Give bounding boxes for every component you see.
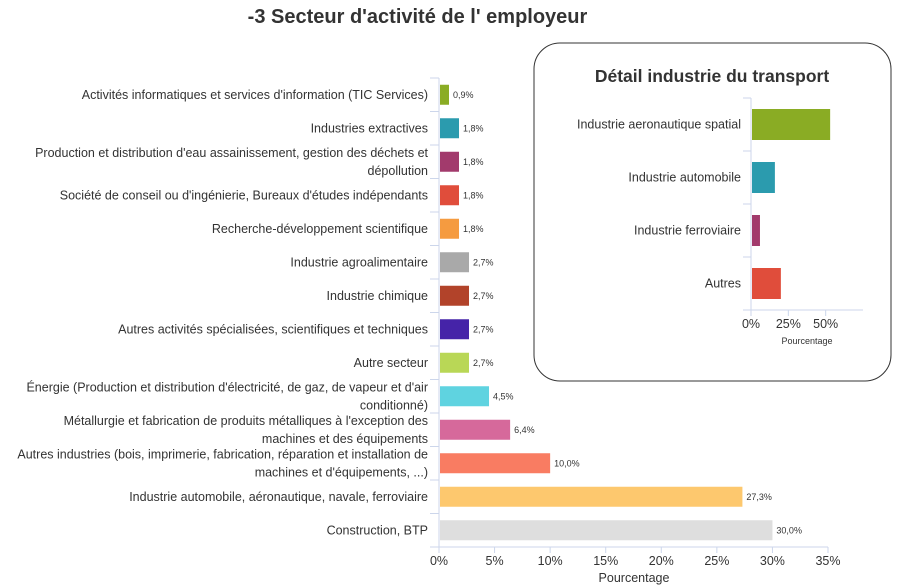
main-category-labels: Activités informatiques et services d'in… — [17, 88, 428, 538]
main-category-label: dépollution — [368, 164, 429, 178]
main-x-tick-label: 30% — [760, 554, 785, 568]
main-bars-group — [440, 84, 773, 541]
main-bar — [440, 252, 470, 273]
main-value-label: 10,0% — [554, 458, 580, 468]
main-category-label: Industrie agroalimentaire — [290, 255, 428, 269]
main-bar — [440, 218, 460, 239]
main-bar — [440, 84, 450, 105]
main-value-label: 1,8% — [463, 224, 484, 234]
main-bar — [440, 285, 470, 306]
chart-title: -3 Secteur d'activité de l' employeur — [247, 6, 588, 28]
main-x-tick-label: 20% — [649, 554, 674, 568]
main-x-tick-label: 10% — [538, 554, 563, 568]
inset-category-label: Autres — [705, 277, 741, 291]
inset-x-ticks: 0% 25% 50% — [742, 310, 838, 331]
inset-category-labels: Industrie aeronautique spatial Industrie … — [577, 118, 741, 291]
inset-category-label: Industrie automobile — [628, 171, 741, 185]
main-category-label: Autres activités spécialisées, scientifi… — [118, 322, 428, 336]
main-category-label: Construction, BTP — [327, 523, 428, 537]
main-category-label: Industrie chimique — [327, 289, 428, 303]
main-bar — [440, 486, 743, 507]
main-value-label: 1,8% — [463, 190, 484, 200]
main-x-tick-label: 15% — [593, 554, 618, 568]
main-x-tick-label: 35% — [815, 554, 840, 568]
main-x-tick-label: 0% — [430, 554, 448, 568]
main-value-label: 1,8% — [463, 123, 484, 133]
main-bar — [440, 319, 470, 340]
main-category-label: Métallurgie et fabrication de produits m… — [64, 414, 428, 428]
main-value-label: 27,3% — [746, 492, 772, 502]
inset-bar — [752, 162, 775, 193]
main-bar — [440, 151, 460, 172]
main-value-label: 2,7% — [473, 291, 494, 301]
inset-y-ticks — [743, 97, 751, 311]
inset-x-tick-label: 25% — [776, 317, 801, 331]
main-category-label: Production et distribution d'eau assaini… — [35, 146, 428, 160]
main-category-label: machines et d'équipements, ...) — [255, 465, 428, 479]
main-bar — [440, 520, 773, 541]
main-value-label: 4,5% — [493, 391, 514, 401]
main-category-label: Recherche-développement scientifique — [212, 222, 428, 236]
main-category-label: Activités informatiques et services d'in… — [82, 88, 428, 102]
main-category-label: Autres industries (bois, imprimerie, fab… — [17, 447, 428, 461]
inset-title: Détail industrie du transport — [595, 66, 829, 86]
main-value-labels: 0,9% 1,8% 1,8% 1,8% 1,8% 2,7% 2,7% 2,7% 2,7% 4,5%… — [453, 90, 802, 536]
main-x-ticks: 0% 5% 10% 15% 20% 25% 30% 35% — [430, 547, 841, 568]
main-category-label: Société de conseil ou d'ingénierie, Bure… — [60, 188, 428, 202]
inset-x-axis-title: Pourcentage — [781, 336, 832, 346]
main-bar — [440, 352, 470, 373]
main-value-label: 1,8% — [463, 157, 484, 167]
main-category-label: conditionné) — [360, 398, 428, 412]
inset-bar — [752, 215, 760, 246]
inset-bar — [752, 109, 831, 140]
main-bar — [440, 386, 490, 407]
main-x-tick-label: 5% — [486, 554, 504, 568]
main-bar — [440, 185, 460, 206]
main-bar — [440, 419, 511, 440]
main-x-axis-title: Pourcentage — [599, 571, 670, 585]
inset-bars-group — [752, 109, 831, 299]
main-category-label: Autre secteur — [354, 356, 428, 370]
main-category-label: Industries extractives — [311, 121, 428, 135]
main-category-label: Énergie (Production et distribution d'él… — [26, 379, 428, 394]
inset-category-label: Industrie ferroviaire — [634, 224, 741, 238]
main-value-label: 30,0% — [776, 525, 802, 535]
main-value-label: 2,7% — [473, 257, 494, 267]
inset-x-tick-label: 0% — [742, 317, 760, 331]
main-bar — [440, 118, 460, 139]
inset-x-tick-label: 50% — [813, 317, 838, 331]
main-x-tick-label: 25% — [704, 554, 729, 568]
main-value-label: 2,7% — [473, 324, 494, 334]
main-y-ticks — [430, 77, 439, 548]
main-bar — [440, 453, 551, 474]
main-value-label: 6,4% — [514, 425, 535, 435]
main-category-label: Industrie automobile, aéronautique, nava… — [129, 490, 428, 504]
main-value-label: 0,9% — [453, 90, 474, 100]
inset-bar — [752, 268, 781, 299]
main-category-label: machines et des équipements — [262, 432, 428, 446]
inset-category-label: Industrie aeronautique spatial — [577, 118, 741, 132]
main-value-label: 2,7% — [473, 358, 494, 368]
